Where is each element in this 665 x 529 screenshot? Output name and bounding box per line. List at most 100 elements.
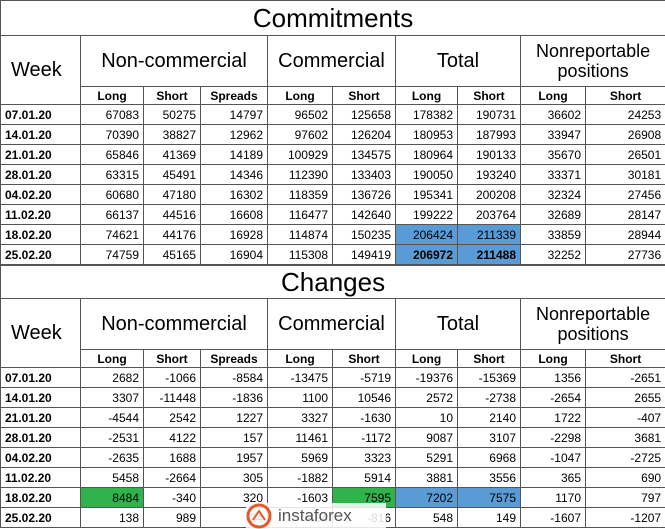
value-cell: 30181 — [584, 164, 665, 185]
week-cell: 14.01.20 — [0, 387, 81, 408]
subheader: Long — [267, 86, 333, 105]
subheader: Long — [267, 349, 333, 368]
value-cell: 3681 — [584, 427, 665, 448]
group-header: Non-commercial — [80, 35, 268, 87]
subheader: Long — [520, 86, 586, 105]
value-cell: -2531 — [80, 427, 144, 448]
value-cell: 1957 — [200, 447, 268, 468]
group-header: Nonreportable positions — [519, 35, 665, 87]
value-cell: -2651 — [584, 367, 665, 388]
value-cell: 97602 — [267, 124, 333, 145]
subheader: Long — [395, 86, 458, 105]
week-cell: 04.02.20 — [0, 447, 81, 468]
value-cell: 24253 — [584, 104, 665, 125]
week-cell: 28.01.20 — [0, 164, 81, 185]
group-row: Week Non-commercial Commercial Total Nonrepo… — [0, 298, 665, 368]
value-cell: 206972 — [395, 244, 458, 265]
value-cell: 190133 — [457, 144, 521, 165]
value-cell: 44516 — [143, 204, 201, 225]
watermark-logo — [246, 503, 272, 529]
data-row: 04.02.20 60680 47180 16302 118359 136726 19534… — [0, 184, 665, 205]
value-cell: 26908 — [584, 124, 665, 145]
title-row: Commitments — [0, 0, 665, 36]
value-cell: 16608 — [200, 204, 268, 225]
value-cell: 195341 — [395, 184, 458, 205]
value-cell: -1630 — [332, 407, 396, 428]
value-cell: -1607 — [520, 507, 586, 528]
value-cell: 5969 — [267, 447, 333, 468]
value-cell: 26501 — [584, 144, 665, 165]
value-cell: -340 — [143, 487, 201, 508]
group-header: Commercial — [267, 35, 396, 87]
subheader: Long — [395, 349, 458, 368]
value-cell: 66137 — [80, 204, 144, 225]
data-row: 11.02.20 66137 44516 16608 116477 142640 19922… — [0, 204, 665, 225]
subheader: Long — [520, 349, 586, 368]
value-cell: 14346 — [200, 164, 268, 185]
week-cell: 11.02.20 — [0, 204, 81, 225]
value-cell: 27456 — [584, 184, 665, 205]
group-header: Commercial — [267, 298, 396, 350]
week-cell: 07.01.20 — [0, 104, 81, 125]
value-cell: 190050 — [395, 164, 458, 185]
value-cell: 32252 — [520, 244, 586, 265]
value-cell: 206424 — [395, 224, 458, 245]
value-cell: 45165 — [143, 244, 201, 265]
value-cell: 28944 — [584, 224, 665, 245]
value-cell: 35670 — [520, 144, 586, 165]
value-cell: 38827 — [143, 124, 201, 145]
value-cell: -1207 — [584, 507, 665, 528]
subheader: Spreads — [200, 349, 268, 368]
subheader: Short — [457, 86, 521, 105]
value-cell: 74621 — [80, 224, 144, 245]
subheader-row: Long Short Spreads Long Short Long Short Long Sh… — [1, 349, 665, 368]
week-cell: 07.01.20 — [0, 367, 81, 388]
value-cell: 11461 — [267, 427, 333, 448]
value-cell: 63315 — [80, 164, 144, 185]
value-cell: 3107 — [457, 427, 521, 448]
value-cell: 65846 — [80, 144, 144, 165]
data-row: 21.01.20 65846 41369 14189 100929 134575 18096… — [0, 144, 665, 165]
data-row: 18.02.20 74621 44176 16928 114874 150235 20642… — [0, 224, 665, 245]
value-cell: -1172 — [332, 427, 396, 448]
value-cell: 14189 — [200, 144, 268, 165]
watermark-text: instaforex — [278, 506, 352, 525]
group-header: Non-commercial — [80, 298, 268, 350]
value-cell: -4544 — [80, 407, 144, 428]
subheader: Short — [584, 86, 665, 105]
value-cell: -2654 — [520, 387, 586, 408]
value-cell: -2298 — [520, 427, 586, 448]
value-cell: 9087 — [395, 427, 458, 448]
value-cell: 12962 — [200, 124, 268, 145]
value-cell: -2664 — [143, 467, 201, 488]
value-cell: 190731 — [457, 104, 521, 125]
value-cell: 193240 — [457, 164, 521, 185]
value-cell: 200208 — [457, 184, 521, 205]
value-cell: 32689 — [520, 204, 586, 225]
table-title: Commitments — [0, 0, 665, 36]
week-cell: 11.02.20 — [0, 467, 81, 488]
value-cell: 7595 — [332, 487, 396, 508]
week-cell: 14.01.20 — [0, 124, 81, 145]
week-cell: 21.01.20 — [0, 407, 81, 428]
value-cell: 178382 — [395, 104, 458, 125]
data-row: 04.02.20 -2635 1688 1957 5969 3323 5291 6968 -10… — [0, 447, 665, 468]
value-cell: 16302 — [200, 184, 268, 205]
data-row: 14.01.20 70390 38827 12962 97602 126204 180953… — [0, 124, 665, 145]
value-cell: 7575 — [457, 487, 521, 508]
value-cell: 5458 — [80, 467, 144, 488]
value-cell: 157 — [200, 427, 268, 448]
value-cell: 45491 — [143, 164, 201, 185]
value-cell: 36602 — [520, 104, 586, 125]
value-cell: 4122 — [143, 427, 201, 448]
value-cell: 10546 — [332, 387, 396, 408]
week-cell: 21.01.20 — [0, 144, 81, 165]
subheader: Long — [80, 86, 144, 105]
value-cell: 199222 — [395, 204, 458, 225]
week-cell: 25.02.20 — [0, 507, 81, 528]
value-cell: -11448 — [143, 387, 201, 408]
value-cell: 70390 — [80, 124, 144, 145]
value-cell: 690 — [584, 467, 665, 488]
value-cell: 16904 — [200, 244, 268, 265]
